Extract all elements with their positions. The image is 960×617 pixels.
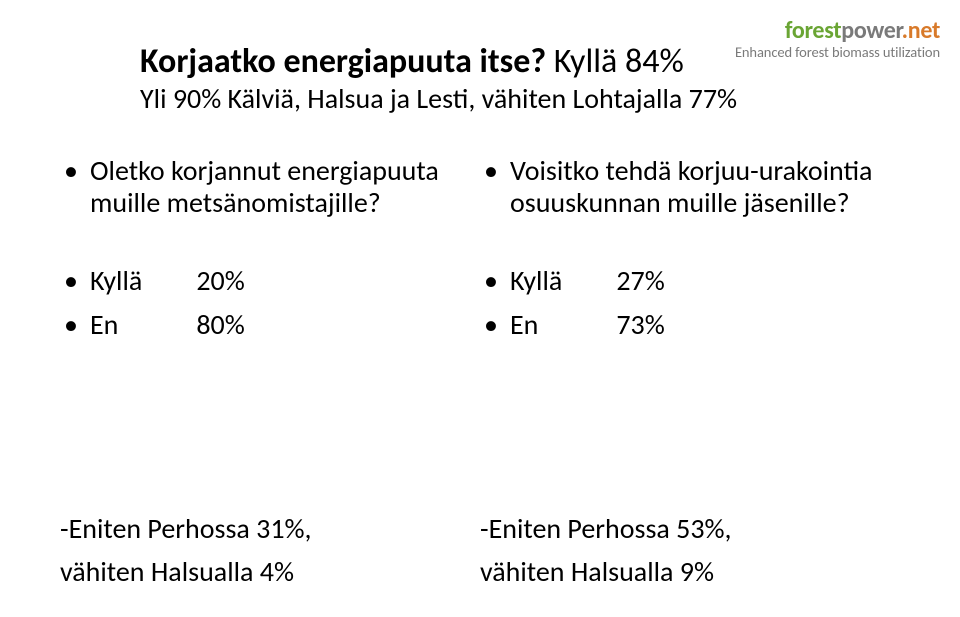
footer-row-1: -Eniten Perhossa 31%, -Eniten Perhossa 5…: [60, 510, 900, 548]
right-question: Voisitko tehdä korjuu-urakointia osuusku…: [480, 155, 880, 219]
title-line2-part2: Yli 90% Kälviä, Halsua ja Lesti, vähiten…: [140, 83, 737, 115]
logo-text-forest: forest: [785, 16, 841, 45]
left-footer-line2: vähiten Halsualla 4%: [60, 553, 480, 591]
right-answer-1-value: 27%: [616, 263, 664, 298]
left-answer-1: Kyllä 20%: [60, 259, 460, 302]
content-columns: Oletko korjannut energiapuuta muille met…: [60, 155, 900, 346]
right-column: Voisitko tehdä korjuu-urakointia osuusku…: [480, 155, 900, 346]
right-footer-line2: vähiten Halsualla 9%: [480, 553, 900, 591]
right-answer-2-label: En: [510, 303, 610, 346]
right-answer-1: Kyllä 27%: [480, 259, 880, 302]
slide-title: Korjaatko energiapuuta itse? Kyllä 84% Y…: [140, 42, 737, 115]
footer-row-2: vähiten Halsualla 4% vähiten Halsualla 9…: [60, 553, 900, 591]
left-answer-2-value: 80%: [196, 307, 244, 342]
right-answer-1-label: Kyllä: [510, 259, 610, 302]
left-answer-2-label: En: [90, 303, 190, 346]
left-column: Oletko korjannut energiapuuta muille met…: [60, 155, 480, 346]
title-line2-part1: Kyllä 84%: [554, 41, 684, 82]
left-answer-2: En 80%: [60, 303, 460, 346]
right-answer-2: En 73%: [480, 303, 880, 346]
right-answer-2-value: 73%: [616, 307, 664, 342]
slide: forestpower.net Enhanced forest biomass …: [0, 0, 960, 617]
left-answer-1-label: Kyllä: [90, 259, 190, 302]
left-footer-line1: -Eniten Perhossa 31%,: [60, 510, 480, 548]
left-question: Oletko korjannut energiapuuta muille met…: [60, 155, 460, 219]
title-line1: Korjaatko energiapuuta itse?: [140, 41, 546, 82]
brand-logo-subtitle: Enhanced forest biomass utilization: [735, 45, 940, 60]
left-answer-1-value: 20%: [196, 263, 244, 298]
brand-logo-main: forestpower.net: [735, 18, 940, 43]
right-footer-line1: -Eniten Perhossa 53%,: [480, 510, 900, 548]
logo-text-power: power: [841, 16, 901, 45]
brand-logo: forestpower.net Enhanced forest biomass …: [735, 18, 940, 60]
logo-text-dotnet: .net: [902, 16, 940, 45]
